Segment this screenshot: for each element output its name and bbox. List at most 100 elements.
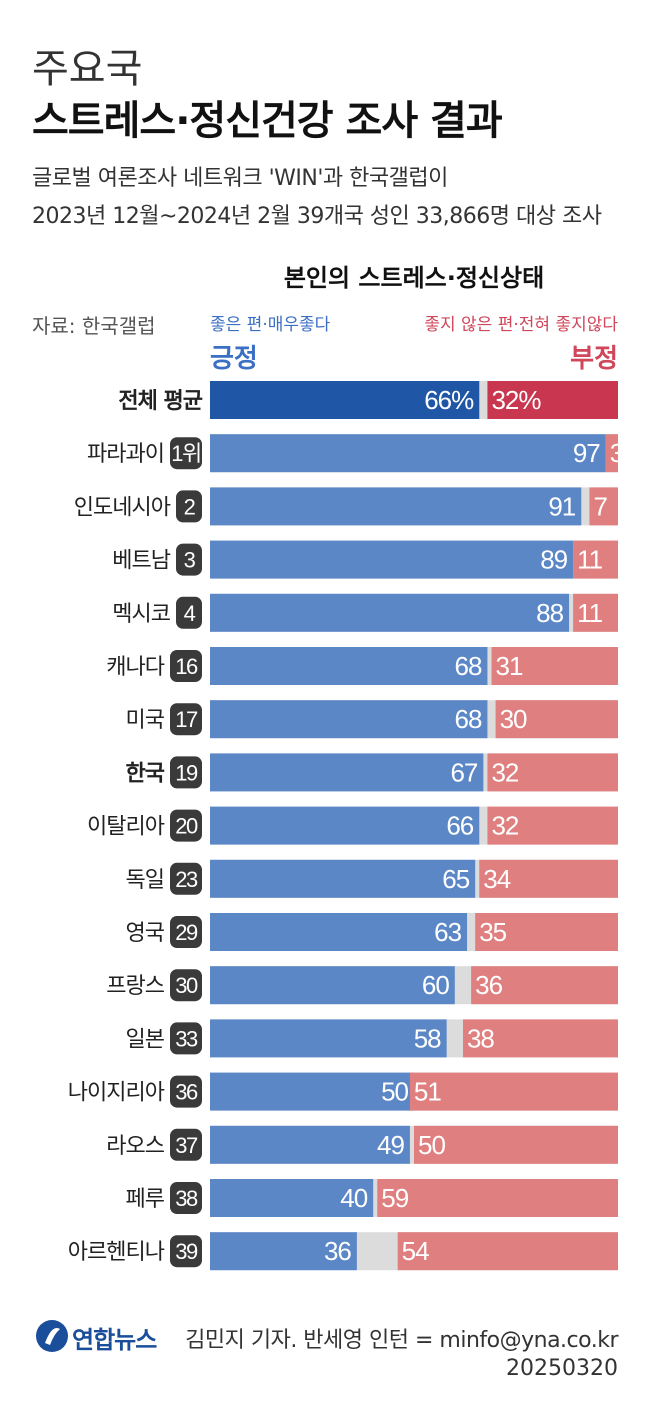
category-label: 멕시코 [112, 602, 170, 627]
data-label-negative: 31 [496, 651, 523, 681]
data-label-positive: 65 [442, 864, 469, 894]
data-label-negative: 38 [467, 1023, 494, 1053]
rank-label: 38 [175, 1186, 198, 1211]
rank-label: 19 [175, 760, 198, 785]
rank-badge [170, 1235, 202, 1268]
source-label: 자료: 한국갤럽 [32, 314, 156, 338]
data-label-positive: 89 [540, 545, 567, 575]
category-label: 나이지리아 [68, 1081, 165, 1106]
bar-positive [210, 1019, 447, 1058]
bar-negative [487, 753, 618, 792]
bar-positive [210, 700, 488, 739]
data-label-positive: 66% [424, 385, 474, 415]
legend-negative-label: 부정 [570, 344, 618, 374]
rank-label: 23 [175, 867, 198, 892]
data-label-negative: 7 [593, 491, 607, 521]
data-label-positive: 60 [422, 970, 449, 1000]
rank-badge [176, 490, 202, 523]
footer-date: 20250320 [506, 1356, 618, 1381]
bar-positive [210, 1179, 374, 1217]
category-label: 아르헨티나 [68, 1240, 165, 1265]
page-title: 스트레스·정신건강 조사 결과 [32, 98, 503, 144]
category-label: 라오스 [106, 1134, 164, 1159]
data-label-positive: 36 [324, 1236, 351, 1266]
data-label-negative: 32 [491, 811, 518, 841]
rank-label: 2 [184, 494, 196, 519]
bar-negative [475, 913, 618, 951]
data-label-negative: 32 [491, 757, 518, 787]
rank-label: 3 [184, 548, 196, 573]
data-label-positive: 91 [548, 491, 575, 521]
bar-positive [210, 913, 468, 951]
bar-negative [589, 487, 618, 526]
rank-label: 4 [184, 601, 196, 626]
category-label: 독일 [126, 868, 164, 893]
bar-positive [210, 593, 570, 632]
bar-negative [397, 1232, 618, 1271]
rank-badge [170, 756, 202, 789]
category-label: 전체 평균 [118, 389, 202, 414]
bar-negative [471, 966, 618, 1005]
category-label: 미국 [126, 708, 165, 733]
data-label-positive: 88 [536, 598, 563, 628]
rank-badge [170, 1182, 202, 1214]
rank-label: 33 [175, 1026, 198, 1051]
rank-badge [170, 916, 202, 948]
bar-negative [487, 806, 618, 845]
subtitle-line-2: 2023년 12월~2024년 2월 39개국 성인 33,866명 대상 조사 [32, 204, 602, 229]
bar-positive [210, 753, 484, 792]
data-label-positive: 97 [573, 438, 600, 468]
category-label: 페루 [126, 1187, 165, 1212]
chart-heading: 본인의 스트레스·정신상태 [283, 264, 545, 292]
bar-negative [409, 1072, 618, 1111]
category-label: 영국 [126, 921, 165, 946]
data-label-negative: 54 [402, 1236, 429, 1266]
category-label: 프랑스 [106, 974, 164, 999]
rank-badge [170, 437, 202, 470]
bar-positive [210, 1125, 410, 1164]
rank-label: 39 [175, 1239, 198, 1264]
data-label-negative: 36 [475, 970, 502, 1000]
legend-negative-desc: 좋지 않은 편·전혀 좋지않다 [424, 315, 618, 335]
rank-label: 16 [175, 654, 198, 679]
rank-badge [170, 862, 202, 895]
data-label-positive: 67 [450, 757, 477, 787]
rank-label: 1위 [171, 441, 200, 466]
data-label-negative: 59 [381, 1183, 408, 1213]
data-label-positive: 66 [446, 811, 473, 841]
data-label-negative: 34 [483, 864, 510, 894]
data-label-positive: 50 [381, 1077, 408, 1107]
rank-label: 29 [175, 920, 198, 945]
bar-positive [210, 381, 480, 419]
rank-badge [176, 543, 202, 576]
yonhap-logo-icon [36, 1320, 68, 1352]
footer-credit: 김민지 기자. 반세영 인턴 = minfo@yna.co.kr [185, 1328, 618, 1353]
legend-positive-label: 긍정 [210, 344, 258, 374]
rank-badge [170, 1128, 202, 1161]
subtitle-line-1: 글로벌 여론조사 네트워크 'WIN'과 한국갤럽이 [32, 166, 448, 191]
bar-positive [210, 966, 455, 1005]
rank-badge [170, 1022, 202, 1055]
bar-negative [414, 1125, 618, 1164]
bar-positive [210, 1072, 414, 1111]
data-label-positive: 40 [340, 1183, 367, 1213]
category-label: 일본 [126, 1027, 165, 1052]
bar-positive [210, 487, 582, 526]
data-label-positive: 58 [414, 1023, 441, 1053]
legend-positive-desc: 좋은 편·매우좋다 [210, 315, 331, 335]
data-label-negative: 51 [414, 1077, 441, 1107]
rank-label: 37 [175, 1133, 198, 1158]
data-label-negative: 32% [491, 385, 541, 415]
category-label: 한국 [126, 761, 165, 786]
bar-negative [487, 381, 618, 419]
data-label-positive: 63 [434, 917, 461, 947]
bar-negative [479, 859, 618, 898]
category-label: 파라과이 [87, 442, 164, 467]
rank-label: 17 [175, 707, 198, 732]
bar-positive [210, 540, 574, 579]
category-label: 캐나다 [106, 655, 164, 680]
data-label-negative: 11 [577, 598, 603, 628]
category-label: 인도네시아 [74, 495, 171, 520]
rank-label: 20 [175, 814, 198, 839]
